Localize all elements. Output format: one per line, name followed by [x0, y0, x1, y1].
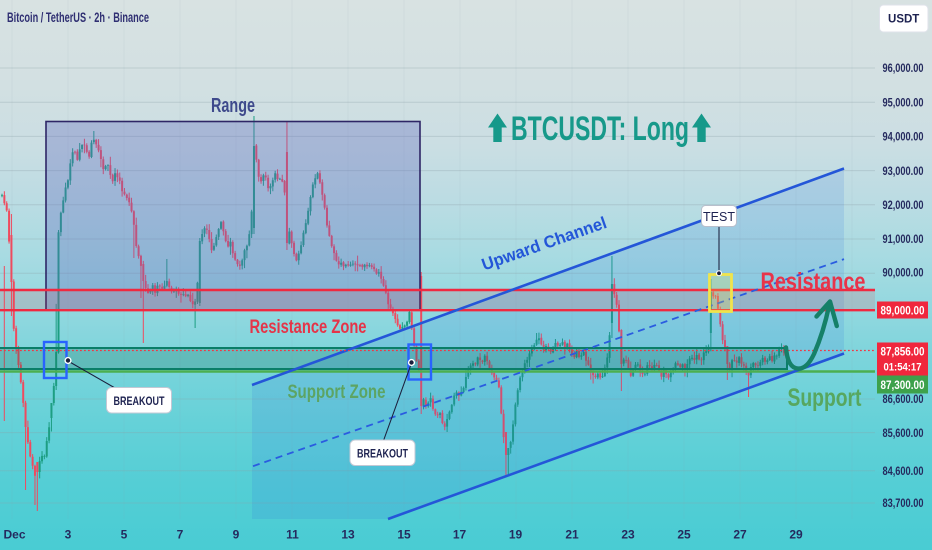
svg-text:23: 23 — [621, 528, 635, 542]
svg-text:USDT: USDT — [888, 14, 919, 26]
svg-text:Resistance Zone: Resistance Zone — [250, 317, 367, 338]
svg-text:5: 5 — [121, 528, 128, 542]
svg-text:TEST: TEST — [703, 210, 735, 224]
svg-text:91,000.00: 91,000.00 — [883, 232, 924, 246]
svg-text:92,000.00: 92,000.00 — [883, 198, 924, 212]
svg-text:86,600.00: 86,600.00 — [883, 392, 924, 406]
svg-text:27: 27 — [733, 528, 747, 542]
svg-text:13: 13 — [341, 528, 355, 542]
svg-text:19: 19 — [509, 528, 523, 542]
svg-text:21: 21 — [565, 528, 579, 542]
svg-text:90,000.00: 90,000.00 — [883, 266, 924, 280]
svg-text:11: 11 — [286, 528, 299, 542]
svg-text:17: 17 — [453, 528, 467, 542]
svg-text:BREAKOUT: BREAKOUT — [114, 396, 165, 408]
svg-text:29: 29 — [789, 528, 803, 542]
svg-text:3: 3 — [65, 528, 72, 542]
svg-text:BTCUSDT: Long: BTCUSDT: Long — [511, 110, 689, 148]
svg-text:93,000.00: 93,000.00 — [883, 164, 924, 178]
svg-text:01:54:17: 01:54:17 — [884, 361, 922, 373]
svg-text:Dec: Dec — [3, 528, 25, 542]
svg-text:94,000.00: 94,000.00 — [883, 130, 924, 144]
svg-text:85,600.00: 85,600.00 — [883, 426, 924, 440]
svg-text:87,856.00: 87,856.00 — [881, 344, 925, 358]
svg-text:15: 15 — [397, 528, 411, 542]
svg-text:95,000.00: 95,000.00 — [883, 95, 924, 109]
svg-text:87,300.00: 87,300.00 — [881, 378, 925, 392]
svg-text:96,000.00: 96,000.00 — [883, 61, 924, 75]
svg-text:Bitcoin / TetherUS · 2h · Bina: Bitcoin / TetherUS · 2h · Binance — [7, 10, 149, 25]
svg-text:83,700.00: 83,700.00 — [883, 496, 924, 510]
svg-text:7: 7 — [177, 528, 184, 542]
svg-text:89,000.00: 89,000.00 — [881, 303, 925, 317]
svg-text:Range: Range — [211, 95, 255, 117]
svg-text:25: 25 — [677, 528, 691, 542]
svg-text:Support: Support — [788, 384, 863, 412]
svg-text:84,600.00: 84,600.00 — [883, 464, 924, 478]
svg-text:BREAKOUT: BREAKOUT — [357, 448, 408, 460]
svg-text:Resistance: Resistance — [761, 268, 866, 296]
svg-text:Support Zone: Support Zone — [288, 382, 386, 403]
svg-text:9: 9 — [233, 528, 240, 542]
